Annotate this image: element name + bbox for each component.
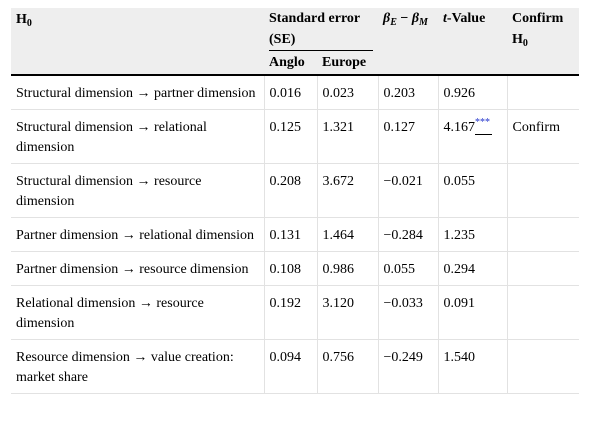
table-row: Relational dimension → resource dimensio… <box>11 285 580 340</box>
cell-hypothesis: Structural dimension → resource dimensio… <box>11 163 265 218</box>
cell-t-value: 0.294 <box>438 251 508 286</box>
table-body: Structural dimension → partner dimension… <box>11 75 580 394</box>
header-standard-error: Standard error (SE) <box>264 8 379 51</box>
cell-hypothesis: Partner dimension → relational dimension <box>11 217 265 252</box>
cell-europe: 1.321 <box>317 109 379 164</box>
cell-beta: 0.127 <box>378 109 439 164</box>
cell-hypothesis: Structural dimension → partner dimension <box>11 75 265 110</box>
table-header: H0 Standard error (SE) βE − βM t-Value C… <box>11 8 580 76</box>
header-hypothesis: H0 <box>11 8 264 76</box>
cell-confirm <box>507 75 580 110</box>
table-row: Structural dimension → relational dimens… <box>11 109 580 164</box>
cell-t-value: 0.926 <box>438 75 508 110</box>
cell-europe: 3.120 <box>317 285 379 340</box>
header-confirm: Confirm H0 <box>507 8 580 76</box>
cell-anglo: 0.192 <box>264 285 318 340</box>
cell-europe: 0.023 <box>317 75 379 110</box>
cell-europe: 3.672 <box>317 163 379 218</box>
cell-europe: 0.756 <box>317 339 379 394</box>
cell-anglo: 0.208 <box>264 163 318 218</box>
cell-europe: 0.986 <box>317 251 379 286</box>
cell-confirm <box>507 251 580 286</box>
table-row: Structural dimension → partner dimension… <box>11 75 580 110</box>
cell-beta: −0.033 <box>378 285 439 340</box>
header-europe: Europe <box>317 51 379 76</box>
cell-t-value: 4.167*** <box>438 109 508 164</box>
cell-beta: −0.021 <box>378 163 439 218</box>
table-row: Structural dimension → resource dimensio… <box>11 163 580 218</box>
results-table: H0 Standard error (SE) βE − βM t-Value C… <box>11 8 580 394</box>
cell-europe: 1.464 <box>317 217 379 252</box>
results-table-container: H0 Standard error (SE) βE − βM t-Value C… <box>11 8 580 394</box>
significance-link[interactable]: *** <box>475 117 491 128</box>
table-row: Resource dimension → value creation: mar… <box>11 339 580 394</box>
cell-hypothesis: Relational dimension → resource dimensio… <box>11 285 265 340</box>
header-t-value: t-Value <box>438 8 508 76</box>
cell-anglo: 0.016 <box>264 75 318 110</box>
cell-confirm: Confirm <box>507 109 580 164</box>
cell-t-value: 0.091 <box>438 285 508 340</box>
table-row: Partner dimension → relational dimension… <box>11 217 580 252</box>
cell-t-value: 0.055 <box>438 163 508 218</box>
cell-beta: 0.203 <box>378 75 439 110</box>
cell-anglo: 0.094 <box>264 339 318 394</box>
cell-anglo: 0.108 <box>264 251 318 286</box>
cell-t-value: 1.235 <box>438 217 508 252</box>
cell-beta: 0.055 <box>378 251 439 286</box>
header-beta-difference: βE − βM <box>378 8 439 76</box>
cell-t-value: 1.540 <box>438 339 508 394</box>
cell-confirm <box>507 339 580 394</box>
cell-hypothesis: Structural dimension → relational dimens… <box>11 109 265 164</box>
cell-anglo: 0.125 <box>264 109 318 164</box>
table-row: Partner dimension → resource dimension 0… <box>11 251 580 286</box>
cell-hypothesis: Partner dimension → resource dimension <box>11 251 265 286</box>
cell-beta: −0.249 <box>378 339 439 394</box>
cell-anglo: 0.131 <box>264 217 318 252</box>
cell-confirm <box>507 285 580 340</box>
cell-confirm <box>507 217 580 252</box>
cell-beta: −0.284 <box>378 217 439 252</box>
cell-confirm <box>507 163 580 218</box>
header-anglo: Anglo <box>264 51 317 76</box>
cell-hypothesis: Resource dimension → value creation: mar… <box>11 339 265 394</box>
